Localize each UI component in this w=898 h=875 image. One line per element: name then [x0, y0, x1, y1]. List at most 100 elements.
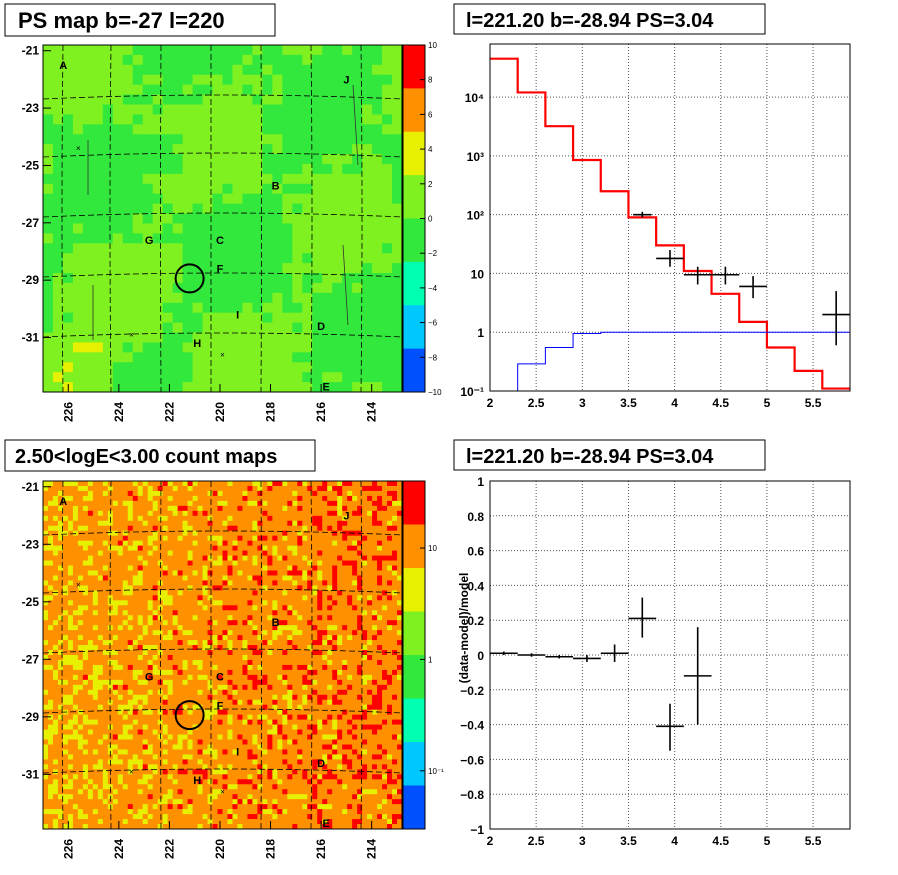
map-cell: [347, 570, 353, 576]
map-cell: [332, 495, 338, 502]
map-cell: [72, 535, 79, 541]
map-cell: [282, 481, 288, 487]
map-cell: [127, 490, 134, 497]
map-cell: [192, 183, 203, 195]
map-cell: [182, 124, 193, 135]
map-cell: [97, 620, 104, 626]
map-cell: [342, 173, 353, 185]
map-cell: [217, 555, 223, 561]
map-cell: [347, 605, 353, 611]
map-cell: [172, 540, 178, 546]
map-cell: [287, 485, 293, 492]
map-cell: [377, 570, 383, 576]
map-cell: [152, 54, 163, 66]
map-cell: [282, 714, 288, 720]
map-cell: [382, 223, 393, 234]
map-cell: [262, 575, 268, 581]
map-cell: [107, 565, 114, 571]
map-cell: [82, 565, 89, 571]
map-cell: [207, 490, 213, 497]
map-cell: [202, 684, 208, 691]
map-cell: [87, 481, 94, 487]
map-cell: [267, 510, 273, 517]
map-cell: [147, 650, 153, 656]
map-cell: [147, 540, 153, 546]
map-cell: [87, 645, 94, 651]
map-cell: [372, 500, 378, 507]
map-cell: [307, 630, 313, 636]
map-cell: [357, 630, 363, 636]
map-cell: [282, 674, 288, 681]
map-cell: [137, 570, 144, 576]
map-cell: [277, 664, 283, 671]
map-cell: [102, 570, 109, 576]
colorbar-tick-label: −8: [428, 353, 438, 362]
map-cell: [43, 664, 49, 671]
map-cell: [317, 689, 323, 696]
map-cell: [277, 659, 283, 666]
map-cell: [327, 580, 333, 586]
map-cell: [202, 674, 208, 681]
map-cell: [177, 659, 183, 666]
map-cell: [312, 154, 323, 165]
map-cell: [237, 669, 243, 676]
map-cell: [192, 322, 203, 333]
map-cell: [227, 679, 233, 686]
map-cell: [252, 540, 258, 546]
map-cell: [212, 515, 218, 522]
map-cell: [277, 595, 283, 601]
map-cell: [177, 575, 183, 581]
map-cell: [387, 510, 393, 517]
map-cell: [92, 94, 104, 105]
map-cell: [322, 679, 328, 686]
map-cell: [382, 704, 388, 710]
map-cell: [387, 689, 393, 696]
map-cell: [82, 362, 94, 373]
map-cell: [192, 54, 203, 66]
map-cell: [257, 689, 263, 696]
map-cell: [197, 645, 203, 651]
map-cell: [62, 630, 69, 636]
map-cell: [382, 655, 388, 661]
map-cell: [307, 640, 313, 646]
map-cell: [202, 520, 208, 527]
map-cell: [207, 560, 213, 566]
map-cell: [167, 659, 173, 666]
map-cell: [352, 525, 358, 532]
map-cell: [247, 674, 253, 681]
map-cell: [177, 679, 183, 686]
colorbar-cell: [403, 227, 425, 237]
map-cell: [327, 515, 333, 522]
map-cell: [282, 134, 293, 145]
map-cell: [192, 193, 203, 204]
map-cell: [342, 709, 348, 715]
map-cell: [322, 714, 328, 720]
map-cell: [382, 565, 388, 571]
map-cell: [332, 620, 338, 626]
map-cell: [152, 382, 163, 392]
map-cell: [52, 595, 59, 601]
map-cell: [287, 595, 293, 601]
map-cell: [162, 352, 173, 363]
map-cell: [177, 585, 183, 591]
map-cell: [242, 664, 248, 671]
map-cell: [97, 590, 104, 596]
map-cell: [52, 630, 59, 636]
map-cell: [127, 694, 134, 701]
map-cell: [202, 481, 208, 487]
map-cell: [72, 84, 84, 95]
map-cell: [232, 560, 238, 566]
map-cell: [302, 600, 308, 606]
map-cell: [112, 302, 124, 313]
map-cell: [147, 585, 153, 591]
map-cell: [192, 650, 198, 656]
map-cell: [272, 505, 278, 512]
map-cell: [352, 94, 363, 105]
map-cell: [297, 600, 303, 606]
map-cell: [162, 694, 168, 701]
map-cell: [162, 580, 168, 586]
map-cell: [187, 635, 193, 641]
map-cell: [182, 382, 193, 392]
map-cell: [297, 505, 303, 512]
map-cell: [302, 635, 308, 641]
